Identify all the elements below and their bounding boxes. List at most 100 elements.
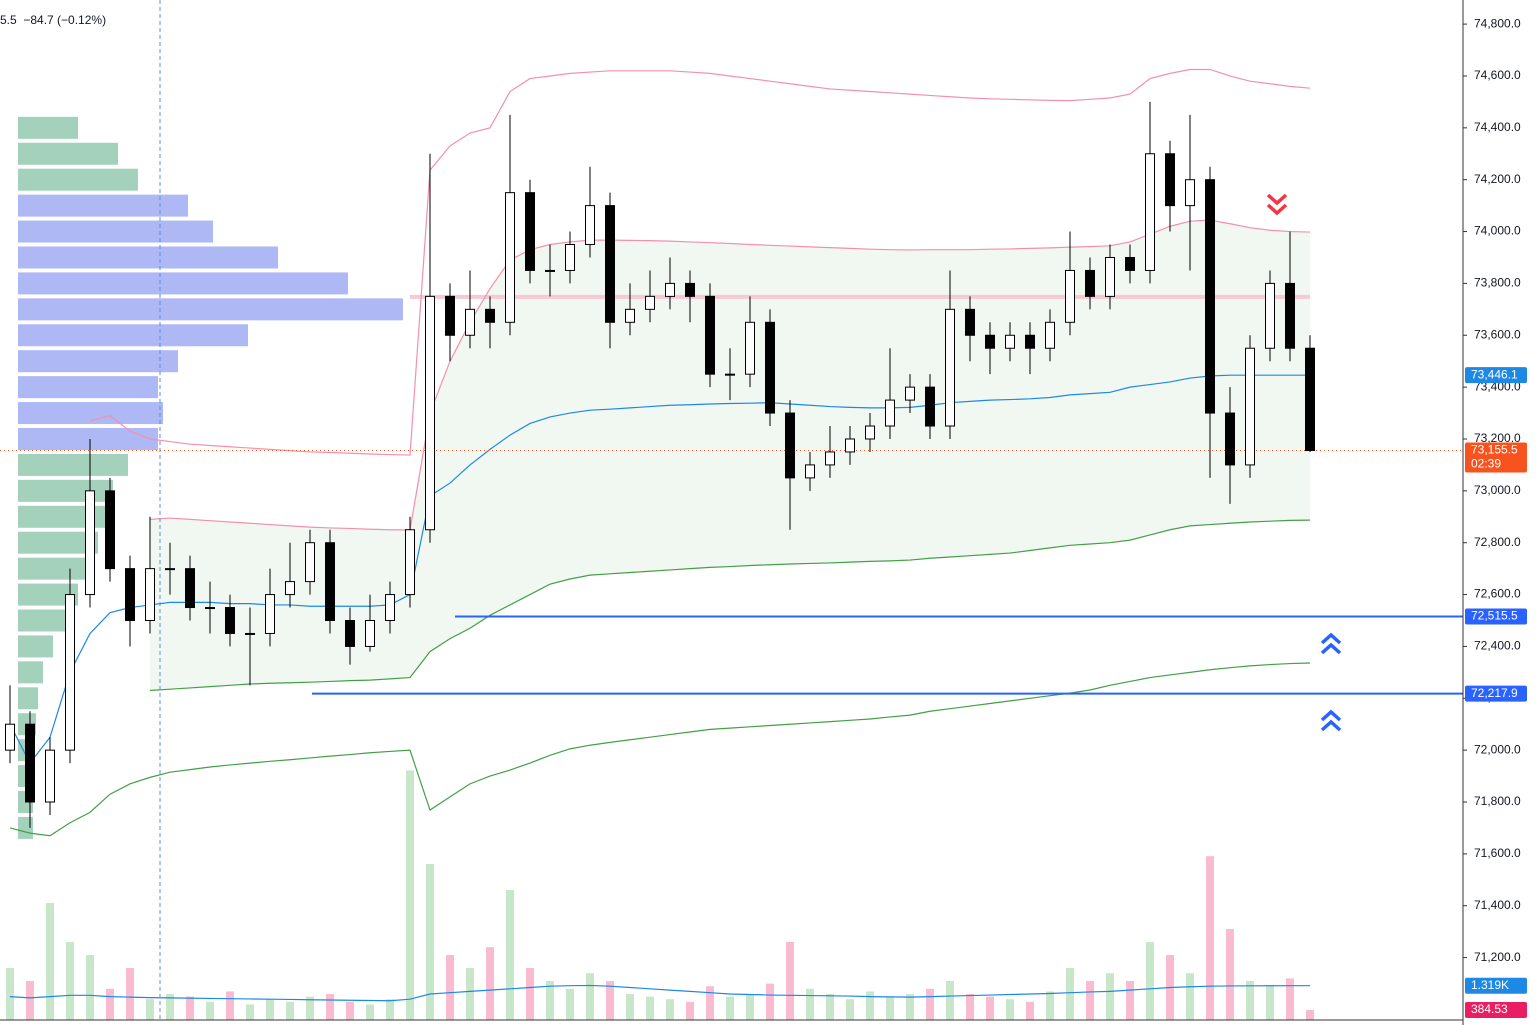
sell-signal bbox=[1266, 193, 1288, 216]
candle-body bbox=[145, 568, 155, 621]
volume-profile-bar bbox=[18, 402, 163, 425]
volume-bar bbox=[446, 955, 454, 1020]
candle-body bbox=[25, 723, 35, 803]
band-line bbox=[149, 519, 1311, 692]
candle-body bbox=[665, 282, 675, 297]
volume-profile-bar bbox=[18, 246, 278, 269]
candle-body bbox=[105, 490, 115, 570]
volume-label-bg bbox=[1465, 1002, 1527, 1019]
volume-bar bbox=[146, 999, 154, 1020]
volume-bar bbox=[1126, 981, 1134, 1020]
candle-body bbox=[265, 594, 275, 634]
header-change: 5.5 −84.7 (−0.12%) bbox=[0, 13, 106, 27]
volume-bar bbox=[26, 981, 34, 1020]
candle-body bbox=[1045, 321, 1055, 349]
volume-bar bbox=[806, 988, 814, 1020]
candle-body bbox=[385, 594, 395, 621]
volume-ma-label-bg bbox=[1465, 977, 1527, 994]
candle-body bbox=[425, 295, 435, 531]
y-tick-label: 71,800.0 bbox=[1474, 794, 1521, 808]
candle-body bbox=[5, 723, 15, 751]
candle-body bbox=[545, 269, 555, 272]
volume-bar bbox=[1086, 981, 1094, 1020]
volume-bar bbox=[586, 973, 594, 1020]
y-tick-label: 72,000.0 bbox=[1474, 742, 1521, 756]
candle-body bbox=[1025, 334, 1035, 349]
volume-bar bbox=[786, 942, 794, 1020]
vwap-price-label: 73,446.1 bbox=[1471, 367, 1518, 381]
y-tick-label: 74,200.0 bbox=[1474, 172, 1521, 186]
candle-body bbox=[125, 568, 135, 621]
price-line-label: 72,515.5 bbox=[1471, 609, 1518, 623]
band-line bbox=[9, 662, 1311, 837]
candle-body bbox=[725, 373, 735, 376]
volume-bar bbox=[206, 1001, 214, 1020]
volume-bar bbox=[486, 947, 494, 1020]
candle-body bbox=[965, 308, 975, 336]
volume-bar bbox=[1226, 929, 1234, 1020]
candle-body bbox=[1305, 347, 1315, 452]
volume-bar bbox=[1186, 973, 1194, 1020]
y-tick-label: 72,600.0 bbox=[1474, 587, 1521, 601]
candle-body bbox=[205, 607, 215, 610]
volume-bar bbox=[626, 994, 634, 1020]
volume-bar bbox=[526, 968, 534, 1020]
y-tick-label: 73,800.0 bbox=[1474, 276, 1521, 290]
candle-body bbox=[645, 295, 655, 310]
volume-bar bbox=[1206, 856, 1214, 1020]
band-line bbox=[89, 68, 1311, 456]
volume-bar bbox=[706, 986, 714, 1020]
candle-body bbox=[985, 334, 995, 349]
volume-label: 384.53 bbox=[1471, 1002, 1508, 1016]
volume-ma-label: 1.319K bbox=[1471, 978, 1509, 992]
candle-body bbox=[1065, 269, 1075, 323]
candle-body bbox=[525, 192, 535, 271]
candle-body bbox=[685, 282, 695, 297]
volume-profile-bar bbox=[18, 168, 138, 191]
candle-body bbox=[945, 308, 955, 427]
volume-profile-bar bbox=[18, 816, 33, 839]
volume-bar bbox=[306, 996, 314, 1020]
candle-body bbox=[805, 464, 815, 479]
candle-body bbox=[1085, 269, 1095, 297]
volume-bar bbox=[546, 981, 554, 1020]
volume-bar bbox=[926, 988, 934, 1020]
candle-body bbox=[325, 542, 335, 621]
volume-bar bbox=[126, 968, 134, 1020]
volume-profile-bar bbox=[18, 557, 88, 580]
y-tick-label: 72,400.0 bbox=[1474, 639, 1521, 653]
volume-profile-bar bbox=[18, 116, 78, 139]
volume-profile-bar bbox=[18, 531, 98, 554]
candle-body bbox=[705, 295, 715, 375]
volume-bar bbox=[326, 994, 334, 1020]
y-tick-label: 74,000.0 bbox=[1474, 224, 1521, 238]
volume-bar bbox=[686, 1001, 694, 1020]
volume-bar bbox=[1006, 999, 1014, 1020]
volume-bar bbox=[266, 999, 274, 1020]
volume-bar bbox=[646, 996, 654, 1020]
buy-signal bbox=[1320, 709, 1342, 732]
candle-body bbox=[445, 295, 455, 336]
candle-body bbox=[345, 619, 355, 647]
volume-bar bbox=[246, 1004, 254, 1020]
candle-body bbox=[1145, 153, 1155, 271]
candle-body bbox=[485, 308, 495, 323]
candle-body bbox=[585, 205, 595, 246]
volume-bar bbox=[166, 994, 174, 1020]
volume-bar bbox=[286, 1001, 294, 1020]
candle-body bbox=[605, 205, 615, 323]
volume-profile-bar bbox=[18, 350, 178, 373]
volume-bar bbox=[426, 864, 434, 1020]
last-price-label: 73,155.5 bbox=[1471, 443, 1518, 457]
volume-profile-bar bbox=[18, 609, 68, 632]
candle-body bbox=[785, 412, 795, 479]
volume-profile-bar bbox=[18, 324, 248, 347]
volume-bar bbox=[1026, 1001, 1034, 1020]
y-tick-label: 74,600.0 bbox=[1474, 68, 1521, 82]
candle-body bbox=[825, 451, 835, 466]
volume-bar bbox=[826, 994, 834, 1020]
volume-profile-bar bbox=[18, 661, 43, 684]
y-tick-label: 71,600.0 bbox=[1474, 846, 1521, 860]
